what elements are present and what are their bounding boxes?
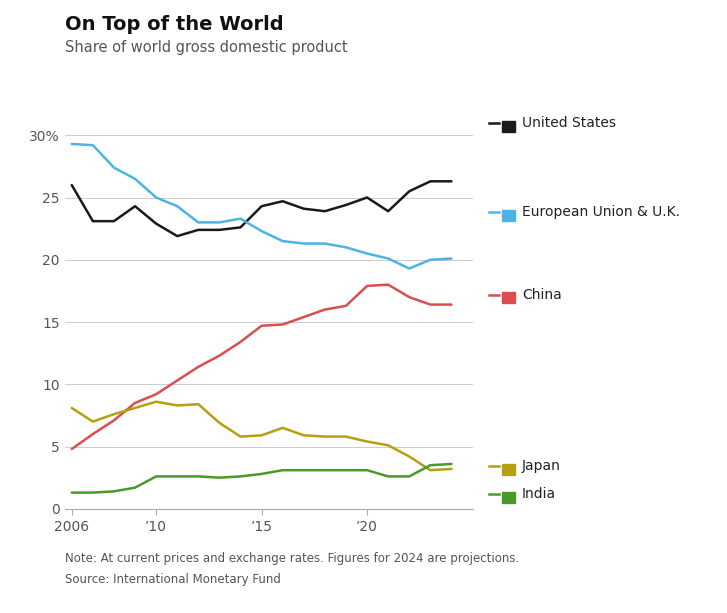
Text: India: India xyxy=(522,487,556,501)
Text: Source: International Monetary Fund: Source: International Monetary Fund xyxy=(65,573,281,586)
Text: European Union & U.K.: European Union & U.K. xyxy=(522,205,680,219)
Text: United States: United States xyxy=(522,116,616,130)
Text: On Top of the World: On Top of the World xyxy=(65,15,284,34)
Text: Japan: Japan xyxy=(522,460,561,473)
Text: China: China xyxy=(522,288,562,302)
Text: Share of world gross domestic product: Share of world gross domestic product xyxy=(65,40,348,55)
Text: Note: At current prices and exchange rates. Figures for 2024 are projections.: Note: At current prices and exchange rat… xyxy=(65,552,520,565)
